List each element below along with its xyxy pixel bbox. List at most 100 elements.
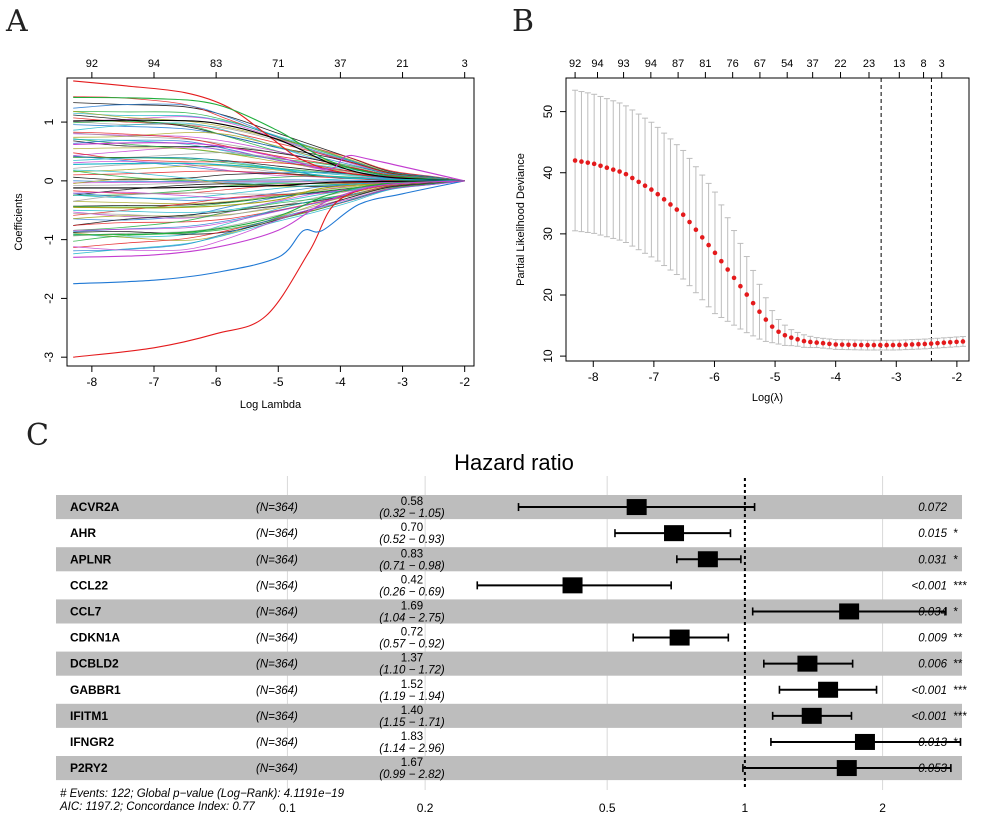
deviance-point: [712, 250, 718, 256]
deviance-point: [725, 267, 730, 272]
deviance-point: [579, 159, 584, 164]
sample-size: (N=364): [256, 606, 298, 618]
forest-row: CDKN1A (N=364) 0.72(0.57 − 0.92) 0.009 **: [70, 627, 962, 651]
forest-row: P2RY2 (N=364) 1.67(0.99 − 2.82) 0.053: [56, 756, 962, 781]
forest-row: IFITM1 (N=364) 1.40(1.15 − 1.71) <0.001 ***: [56, 703, 967, 729]
y-tick-label: -3: [42, 352, 56, 363]
top-axis-label: 94: [148, 58, 160, 70]
deviance-point: [935, 340, 940, 346]
top-axis-label: 3: [462, 58, 468, 70]
p-value: 0.034: [918, 606, 947, 618]
x-tick-label: -7: [149, 375, 160, 389]
panel-label-c: C: [26, 418, 49, 453]
deviance-point: [636, 179, 641, 185]
top-axis-label: 94: [591, 58, 603, 70]
y-tick-label: 20: [541, 288, 555, 302]
forest-x-tick-label: 0.5: [599, 801, 616, 815]
coefficient-path-highlight: [73, 119, 465, 182]
deviance-point: [719, 258, 724, 264]
coefficient-path: [73, 103, 465, 182]
y-axis-title: Coefficients: [13, 193, 25, 251]
deviance-point: [674, 207, 680, 212]
gene-name: GABBR1: [70, 683, 121, 697]
deviance-point: [909, 342, 915, 347]
deviance-point: [744, 292, 750, 297]
forest-row: DCBLD2 (N=364) 1.37(1.10 − 1.72) 0.006 **: [56, 651, 962, 677]
sample-size: (N=364): [256, 763, 298, 775]
coefficient-path-highlight: [73, 180, 465, 258]
gene-name: APLNR: [70, 552, 112, 566]
deviance-point: [814, 340, 820, 345]
y-tick-label: -2: [42, 293, 56, 304]
coefficient-path: [73, 180, 465, 218]
forest-x-tick-label: 1: [742, 801, 749, 815]
significance-stars: *: [953, 554, 958, 566]
y-axis-title: Partial Likelihood Deviance: [515, 153, 527, 286]
sample-size: (N=364): [256, 685, 298, 697]
coefficient-path-highlight: [73, 96, 465, 182]
deviance-point: [782, 332, 788, 338]
deviance-point: [776, 329, 781, 335]
gene-name: IFNGR2: [70, 735, 114, 749]
deviance-point: [738, 283, 743, 289]
coefficient-path-highlight: [73, 180, 465, 285]
panel-label-b: B: [512, 4, 535, 39]
deviance-point: [941, 340, 947, 346]
panel-label-a: A: [6, 4, 28, 39]
p-value: <0.001: [912, 580, 948, 592]
y-tick-label: -1: [42, 234, 56, 245]
hazard-ratio-box: [664, 525, 685, 542]
deviance-point: [897, 342, 902, 348]
deviance-point: [871, 342, 877, 348]
p-value: 0.031: [918, 554, 947, 566]
deviance-point: [960, 339, 966, 344]
deviance-point: [680, 212, 686, 218]
p-value: <0.001: [912, 685, 948, 697]
sample-size: (N=364): [256, 554, 298, 566]
p-value: 0.013: [918, 737, 947, 749]
deviance-points: [572, 158, 966, 348]
row-stripe: [56, 495, 962, 520]
x-tick-label: -3: [397, 375, 408, 389]
deviance-point: [795, 337, 800, 342]
deviance-point: [865, 342, 870, 348]
coefficient-path-highlight: [73, 142, 465, 182]
x-axis-title: Log Lambda: [240, 399, 302, 411]
deviance-point: [623, 171, 629, 177]
x-tick-label: -2: [459, 375, 470, 389]
deviance-point: [655, 191, 661, 197]
coefficient-path: [73, 180, 465, 252]
deviance-point: [954, 339, 959, 345]
deviance-point: [617, 169, 622, 174]
sample-size: (N=364): [256, 659, 298, 671]
deviance-point: [839, 342, 845, 347]
hazard-ratio-value: 1.52: [401, 679, 423, 691]
sample-size: (N=364): [256, 528, 298, 540]
deviance-point: [827, 341, 832, 347]
x-tick-label: -5: [273, 375, 284, 389]
forest-row: APLNR (N=364) 0.83(0.71 − 0.98) 0.031 *: [56, 547, 962, 572]
deviance-point: [693, 227, 699, 233]
y-tick-label: 30: [541, 227, 555, 241]
forest-row: GABBR1 (N=364) 1.52(1.19 − 1.94) <0.001 ***: [70, 679, 967, 703]
top-axis-label: 3: [939, 58, 945, 70]
x-tick-label: -4: [830, 370, 841, 384]
significance-stars: *: [953, 606, 958, 618]
confidence-interval: (1.14 − 2.96): [379, 743, 445, 755]
deviance-point: [763, 317, 769, 322]
hazard-ratio-value: 1.69: [401, 600, 423, 612]
deviance-point: [903, 342, 909, 348]
gene-name: ACVR2A: [70, 500, 120, 514]
hazard-ratio-box: [797, 655, 818, 672]
x-tick-label: -7: [649, 370, 660, 384]
x-tick-label: -3: [891, 370, 902, 384]
deviance-point: [922, 341, 928, 347]
coefficient-paths: [73, 80, 465, 358]
deviance-point: [833, 342, 839, 347]
confidence-interval: (0.32 − 1.05): [379, 508, 445, 520]
deviance-point: [585, 160, 591, 165]
deviance-point: [820, 340, 826, 346]
top-axis-label: 83: [210, 58, 222, 70]
hazard-ratio-box: [836, 760, 857, 777]
